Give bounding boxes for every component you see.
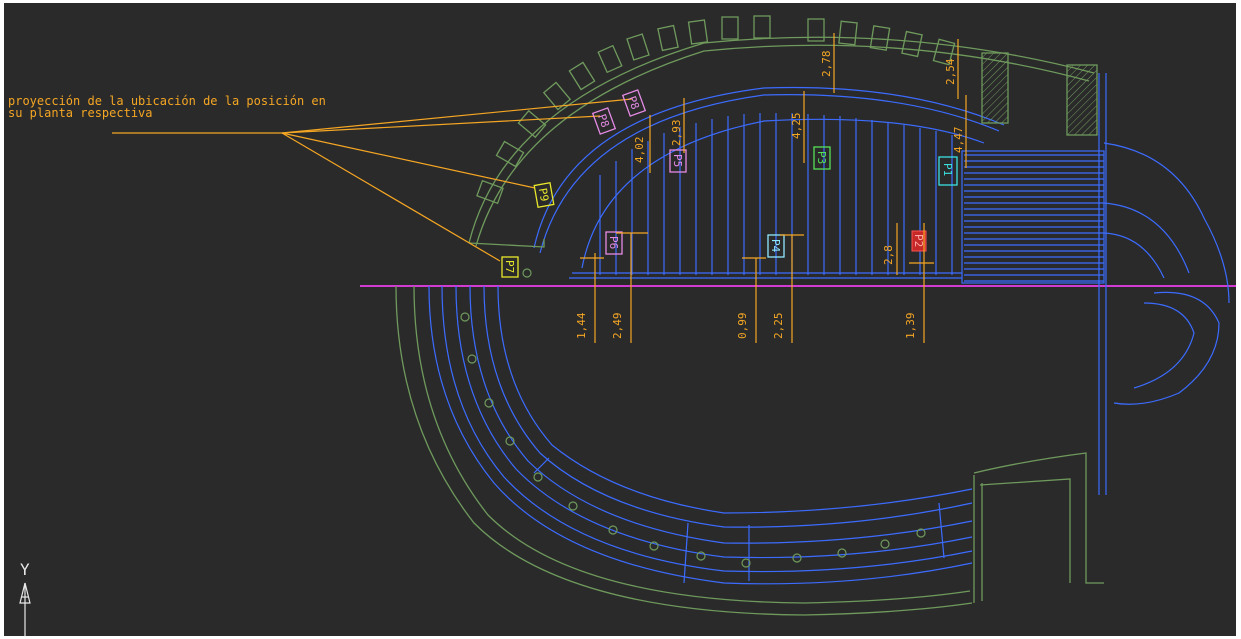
lower-seating <box>428 285 973 585</box>
position-p8[interactable]: P8 <box>621 89 647 117</box>
lower-dimensions <box>580 223 934 343</box>
upper-seating <box>533 73 1230 495</box>
svg-text:P7: P7 <box>503 260 516 273</box>
position-p5[interactable]: P5 <box>669 149 687 173</box>
dim-2-93: 2,93 <box>670 120 683 147</box>
dim-2-54: 2,54 <box>944 58 957 85</box>
position-p3[interactable]: P3 <box>813 146 831 170</box>
dim-2-78: 2,78 <box>820 51 833 78</box>
wall-columns <box>476 15 956 205</box>
dim-2-49: 2,49 <box>611 313 624 340</box>
svg-text:P8: P8 <box>595 112 612 129</box>
lower-dimension-labels: 1,44 2,49 0,99 2,25 1,39 <box>575 312 917 339</box>
upper-dimension-labels: 4,02 2,93 2,78 4,25 2,54 4,47 2,8 <box>633 51 965 266</box>
svg-text:P8: P8 <box>625 94 642 111</box>
position-p2[interactable]: P2 <box>911 230 927 252</box>
svg-text:P1: P1 <box>941 163 954 176</box>
dim-4-25: 4,25 <box>790 113 803 140</box>
position-p4[interactable]: P4 <box>767 234 785 258</box>
svg-text:P6: P6 <box>607 236 620 249</box>
dim-4-47: 4,47 <box>952 127 965 154</box>
position-p8-second[interactable]: P8 <box>591 107 617 135</box>
svg-text:P9: P9 <box>536 187 551 202</box>
dim-1-39: 1,39 <box>904 313 917 340</box>
dim-4-02: 4,02 <box>633 137 646 164</box>
upper-wall <box>468 15 1098 248</box>
dim-2-25: 2,25 <box>772 313 785 340</box>
position-p7[interactable]: P7 <box>501 256 519 278</box>
position-p1[interactable]: P1 <box>938 156 958 186</box>
svg-text:P2: P2 <box>912 234 925 247</box>
dim-1-44: 1,44 <box>575 312 588 339</box>
position-markers: P1 P2 P3 P4 P5 <box>501 89 958 278</box>
dim-2-8: 2,8 <box>882 245 895 265</box>
leader-lines <box>112 98 633 262</box>
lower-circles <box>460 268 926 568</box>
svg-text:P4: P4 <box>769 239 782 253</box>
position-p9[interactable]: P9 <box>533 182 555 208</box>
ucs-axis-icon <box>19 582 31 636</box>
svg-text:P5: P5 <box>671 154 684 167</box>
svg-text:P3: P3 <box>815 151 828 164</box>
annotation-line-2: su planta respectiva <box>8 106 153 120</box>
drawing-viewport[interactable]: proyección de la ubicación de la posició… <box>4 3 1236 636</box>
position-p6[interactable]: P6 <box>605 231 623 255</box>
stair-hatch <box>964 154 1104 282</box>
upper-dimensions <box>649 33 967 275</box>
cad-drawing[interactable]: proyección de la ubicación de la posició… <box>4 3 1236 636</box>
ucs-axis-label: Y <box>20 560 30 579</box>
annotation-line-1: proyección de la ubicación de la posició… <box>8 94 326 108</box>
lower-wall <box>395 285 1104 616</box>
dim-0-99: 0,99 <box>736 313 749 340</box>
